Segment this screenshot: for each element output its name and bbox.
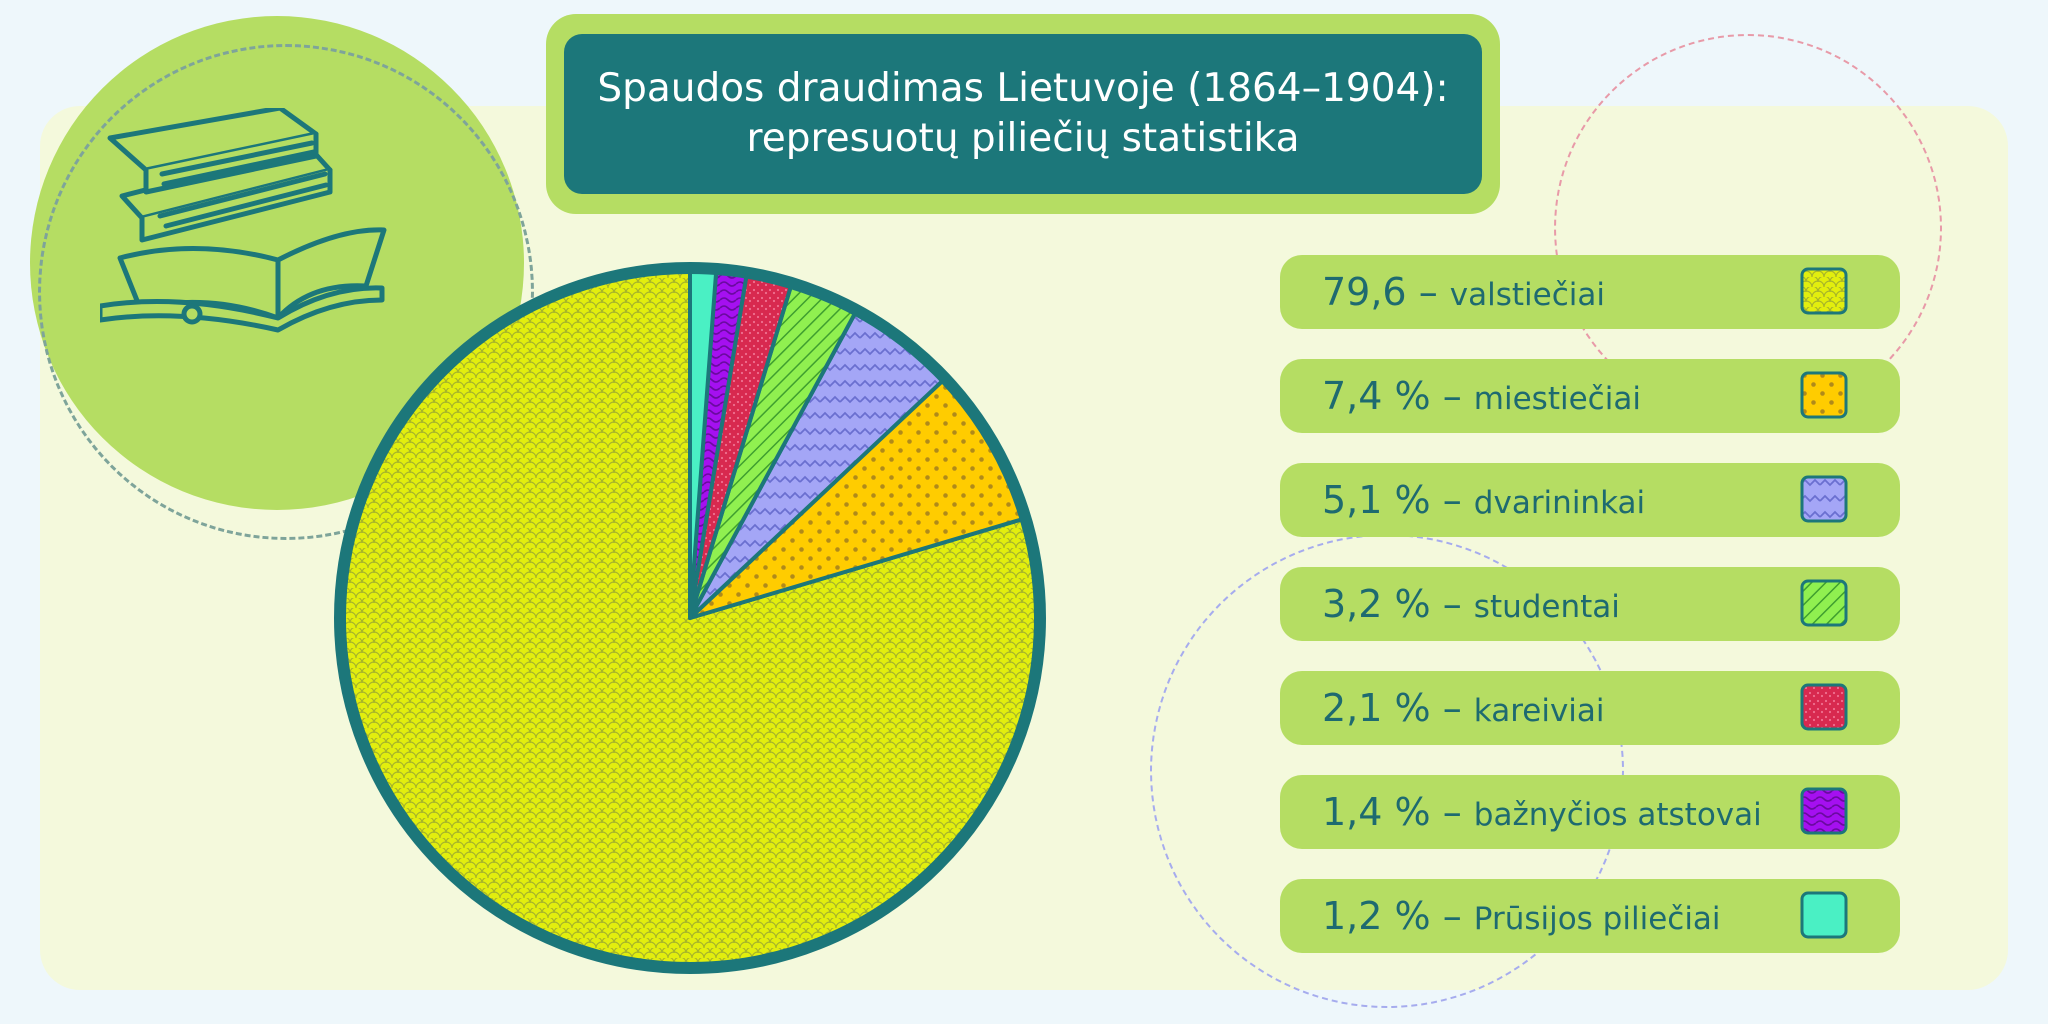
legend-value: 3,2 % <box>1322 582 1431 626</box>
legend-swatch <box>1800 475 1848 523</box>
books-icon <box>100 108 387 333</box>
pie-chart <box>334 262 1046 974</box>
legend-label: valstiečiai <box>1449 277 1605 313</box>
legend-swatch <box>1800 891 1848 939</box>
legend-swatch <box>1800 683 1848 731</box>
legend-value: 2,1 % <box>1322 686 1431 730</box>
legend-label: dvarininkai <box>1473 485 1646 521</box>
legend-text: 1,2 % – Prūsijos piliečiai <box>1322 879 1721 953</box>
legend-item: 2,1 % – kareiviai <box>1280 671 1900 745</box>
legend-separator: – <box>1406 270 1450 314</box>
legend-text: 5,1 % – dvarininkai <box>1322 463 1645 537</box>
legend-item: 1,2 % – Prūsijos piliečiai <box>1280 879 1900 953</box>
legend-text: 7,4 % – miestiečiai <box>1322 359 1641 433</box>
title-banner: Spaudos draudimas Lietuvoje (1864–1904):… <box>546 14 1500 214</box>
legend-text: 1,4 % – bažnyčios atstovai <box>1322 775 1762 849</box>
legend-value: 1,2 % <box>1322 894 1431 938</box>
legend-separator: – <box>1430 686 1474 730</box>
legend-separator: – <box>1430 582 1474 626</box>
legend-item: 1,4 % – bažnyčios atstovai <box>1280 775 1900 849</box>
dashed-ring-decoration <box>38 44 534 540</box>
legend-separator: – <box>1430 374 1474 418</box>
legend-item: 79,6 – valstiečiai <box>1280 255 1900 329</box>
legend-separator: – <box>1430 894 1474 938</box>
legend-label: Prūsijos piliečiai <box>1473 901 1721 937</box>
legend-separator: – <box>1430 478 1474 522</box>
legend-swatch <box>1800 371 1848 419</box>
legend-value: 1,4 % <box>1322 790 1431 834</box>
title-line-1: Spaudos draudimas Lietuvoje (1864–1904): <box>597 66 1449 111</box>
legend-label: kareiviai <box>1473 693 1605 729</box>
pie-outline <box>334 262 1046 974</box>
legend-value: 79,6 <box>1322 270 1407 314</box>
legend-swatch <box>1800 787 1848 835</box>
legend-text: 2,1 % – kareiviai <box>1322 671 1605 745</box>
legend-item: 3,2 % – studentai <box>1280 567 1900 641</box>
legend-label: miestiečiai <box>1473 381 1641 417</box>
legend-label: studentai <box>1473 589 1620 625</box>
legend-separator: – <box>1430 790 1474 834</box>
title-line-2: represuotų piliečių statistika <box>746 116 1300 161</box>
legend-value: 5,1 % <box>1322 478 1431 522</box>
legend-label: bažnyčios atstovai <box>1473 797 1762 833</box>
legend-item: 7,4 % – miestiečiai <box>1280 359 1900 433</box>
chart-title: Spaudos draudimas Lietuvoje (1864–1904):… <box>564 34 1482 194</box>
legend-swatch <box>1800 579 1848 627</box>
legend-item: 5,1 % – dvarininkai <box>1280 463 1900 537</box>
legend-text: 3,2 % – studentai <box>1322 567 1620 641</box>
legend-swatch <box>1800 267 1848 315</box>
legend-value: 7,4 % <box>1322 374 1431 418</box>
legend-text: 79,6 – valstiečiai <box>1322 255 1605 329</box>
